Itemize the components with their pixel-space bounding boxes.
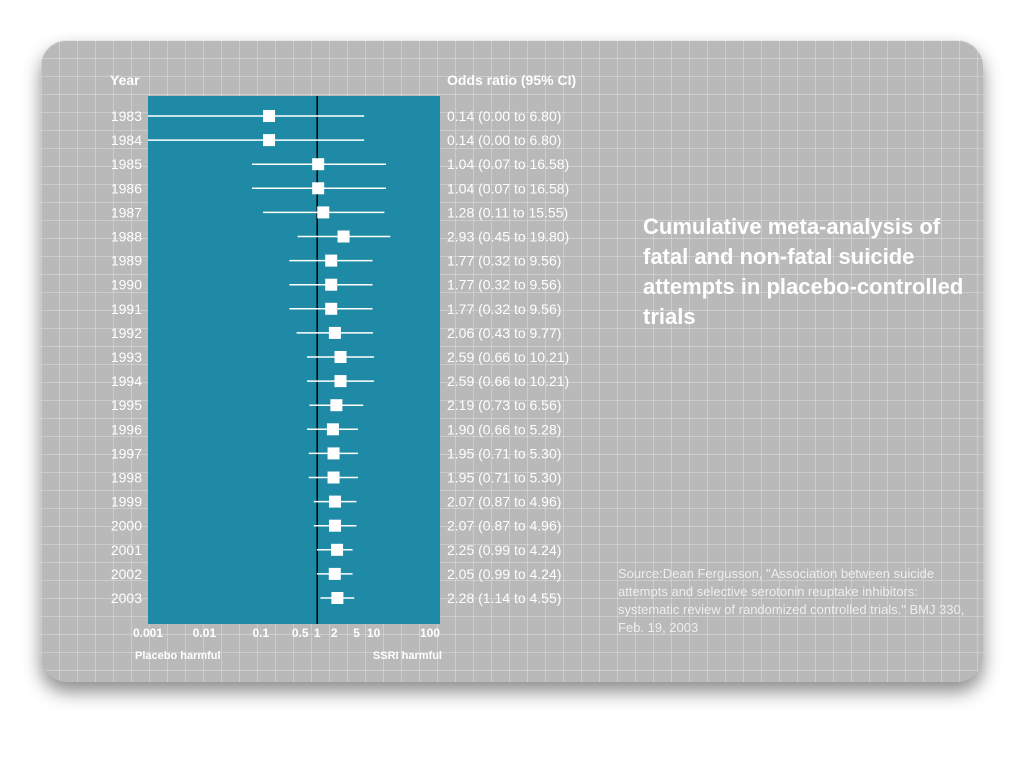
ssri-harmful-label: SSRI harmful (373, 650, 442, 662)
point-estimate-marker (325, 278, 338, 291)
odds-ratio-value: 2.93 (0.45 to 19.80) (447, 229, 569, 245)
odds-ratio-value: 1.77 (0.32 to 9.56) (447, 277, 561, 293)
odds-ratio-value: 0.14 (0.00 to 6.80) (447, 108, 561, 124)
x-tick-label: 100 (420, 626, 440, 640)
point-estimate-marker (263, 110, 276, 122)
odds-ratio-value: 1.95 (0.71 to 5.30) (447, 470, 561, 486)
year-label: 1984 (111, 132, 142, 148)
point-estimate-marker (328, 326, 341, 339)
chart-title: Cumulative meta-analysis of fatal and no… (643, 214, 964, 329)
odds-ratio-value: 1.77 (0.32 to 9.56) (447, 301, 561, 317)
x-tick-label: 0.5 (292, 626, 309, 640)
odds-ratio-value: 1.77 (0.32 to 9.56) (447, 253, 561, 269)
point-estimate-marker (329, 519, 342, 532)
year-label: 1990 (111, 277, 142, 293)
x-tick-label: 0.1 (252, 626, 269, 640)
year-label: 1998 (111, 470, 142, 486)
point-estimate-marker (331, 592, 344, 604)
point-estimate-marker (330, 399, 343, 412)
odds-ratio-value: 2.25 (0.99 to 4.24) (447, 542, 561, 558)
point-estimate-marker (263, 134, 276, 147)
source-citation: Source:Dean Fergusson, "Association betw… (618, 566, 965, 635)
year-label: 1989 (111, 253, 142, 269)
point-estimate-marker (328, 567, 341, 580)
year-label: 1991 (111, 301, 142, 317)
year-label: 1999 (111, 494, 142, 510)
year-label: 2003 (111, 590, 142, 606)
year-label: 2002 (111, 566, 142, 582)
x-tick-label: 2 (331, 626, 338, 640)
odds-ratio-value: 2.07 (0.87 to 4.96) (447, 494, 561, 510)
x-tick-label: 5 (353, 626, 360, 640)
point-estimate-marker (337, 230, 350, 243)
point-estimate-marker (326, 423, 339, 436)
year-header: Year (110, 72, 140, 88)
year-label: 1992 (111, 325, 142, 341)
placebo-harmful-label: Placebo harmful (135, 650, 221, 662)
x-tick-label: 1 (314, 626, 321, 640)
odds-ratio-value: 2.28 (1.14 to 4.55) (447, 590, 561, 606)
point-estimate-marker (334, 375, 347, 388)
point-estimate-marker (334, 351, 347, 363)
odds-ratio-value: 2.19 (0.73 to 6.56) (447, 397, 561, 413)
year-label: 1988 (111, 229, 142, 245)
odds-ratio-value: 2.59 (0.66 to 10.21) (447, 373, 569, 389)
odds-ratio-value: 1.04 (0.07 to 16.58) (447, 156, 569, 172)
year-label: 1983 (111, 108, 142, 124)
x-tick-label: 0.01 (193, 626, 217, 640)
year-label: 1994 (111, 373, 142, 389)
point-estimate-marker (325, 302, 338, 315)
forest-plot: 1983 0.14 (0.00 to 6.80) 1984 0.14 (0.00 to… (111, 96, 569, 662)
year-label: 1993 (111, 349, 142, 365)
year-label: 1985 (111, 156, 142, 172)
year-label: 1987 (111, 204, 142, 220)
x-tick-label: 0.001 (133, 626, 163, 640)
point-estimate-marker (327, 471, 340, 484)
year-label: 1986 (111, 180, 142, 196)
odds-ratio-value: 1.95 (0.71 to 5.30) (447, 445, 561, 461)
odds-ratio-value: 1.90 (0.66 to 5.28) (447, 421, 561, 437)
odds-ratio-value: 1.28 (0.11 to 15.55) (447, 204, 568, 220)
odds-ratio-header: Odds ratio (95% CI) (447, 72, 577, 88)
odds-ratio-value: 1.04 (0.07 to 16.58) (447, 180, 569, 196)
odds-ratio-value: 2.06 (0.43 to 9.77) (447, 325, 561, 341)
year-label: 2001 (111, 542, 142, 558)
year-label: 1995 (111, 397, 142, 413)
forest-plot-panel (148, 96, 440, 624)
x-tick-label: 10 (367, 626, 381, 640)
year-label: 2000 (111, 518, 142, 534)
point-estimate-marker (317, 206, 330, 219)
odds-ratio-value: 2.59 (0.66 to 10.21) (447, 349, 569, 365)
odds-ratio-value: 2.05 (0.99 to 4.24) (447, 566, 561, 582)
point-estimate-marker (312, 182, 325, 195)
year-label: 1997 (111, 445, 142, 461)
year-label: 1996 (111, 421, 142, 437)
point-estimate-marker (327, 447, 340, 460)
point-estimate-marker (325, 254, 338, 267)
odds-ratio-value: 0.14 (0.00 to 6.80) (447, 132, 561, 148)
slide: Year Odds ratio (95% CI) 1983 0.14 (0.00 … (41, 40, 983, 682)
point-estimate-marker (312, 158, 325, 171)
point-estimate-marker (331, 543, 344, 556)
point-estimate-marker (329, 495, 342, 508)
odds-ratio-value: 2.07 (0.87 to 4.96) (447, 518, 561, 534)
